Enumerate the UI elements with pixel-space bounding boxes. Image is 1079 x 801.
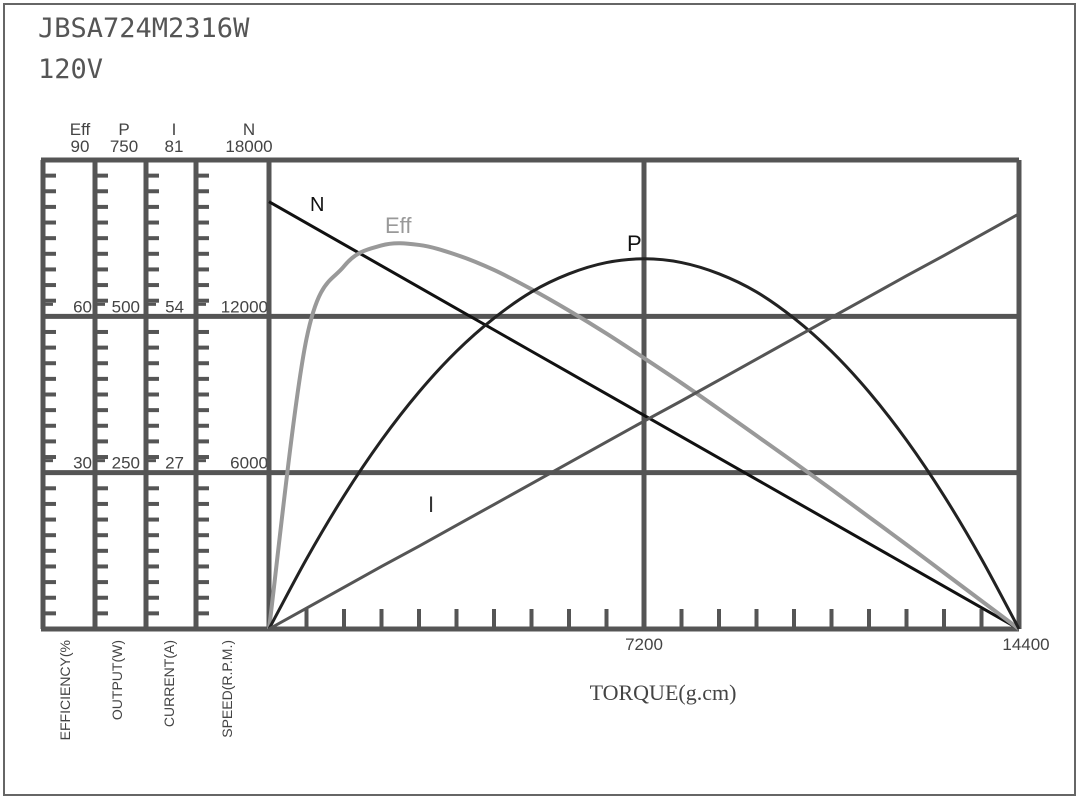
axis-max-p: 750 bbox=[110, 137, 138, 156]
axis-label-p: OUTPUT(W) bbox=[109, 640, 125, 720]
axis-label-i: CURRENT(A) bbox=[161, 640, 177, 727]
axis-symbol-n: N bbox=[243, 120, 255, 139]
axis-tick-label-p: 500 bbox=[112, 297, 140, 316]
axis-tick-label-n: 6000 bbox=[230, 454, 268, 473]
axis-max-n: 18000 bbox=[225, 137, 272, 156]
axis-symbol-i: I bbox=[172, 120, 177, 139]
axis-tick-label-p: 250 bbox=[112, 454, 140, 473]
axis-label-n: SPEED(R.P.M.) bbox=[219, 640, 235, 738]
axis-tick-label-i: 54 bbox=[165, 297, 184, 316]
axis-symbol-eff: Eff bbox=[70, 120, 91, 139]
series-label-p: P bbox=[627, 231, 642, 256]
axis-tick-label-eff: 60 bbox=[73, 297, 92, 316]
series-label-eff: Eff bbox=[385, 213, 412, 238]
axis-label-eff: EFFICIENCY(% bbox=[57, 640, 73, 740]
series-label-n: N bbox=[310, 194, 324, 216]
outer-frame bbox=[3, 3, 1076, 796]
series-line-p bbox=[267, 257, 1021, 630]
series-label-i: I bbox=[428, 492, 434, 517]
series-line-i bbox=[268, 212, 1020, 631]
axis-tick-label-n: 12000 bbox=[221, 297, 268, 316]
axis-max-eff: 90 bbox=[71, 137, 90, 156]
axis-tick-label-eff: 30 bbox=[73, 454, 92, 473]
x-tick-label: 14400 bbox=[1002, 635, 1049, 654]
x-axis-label: TORQUE(g.cm) bbox=[590, 680, 737, 705]
voltage-title: 120V bbox=[38, 54, 103, 85]
model-title: JBSA724M2316W bbox=[38, 13, 250, 44]
axis-symbol-p: P bbox=[118, 120, 129, 139]
axis-max-i: 81 bbox=[165, 137, 184, 156]
series-line-eff bbox=[267, 241, 1021, 631]
series-line-n bbox=[268, 200, 1020, 631]
x-tick-label: 7200 bbox=[625, 635, 663, 654]
axis-tick-label-i: 27 bbox=[165, 454, 184, 473]
